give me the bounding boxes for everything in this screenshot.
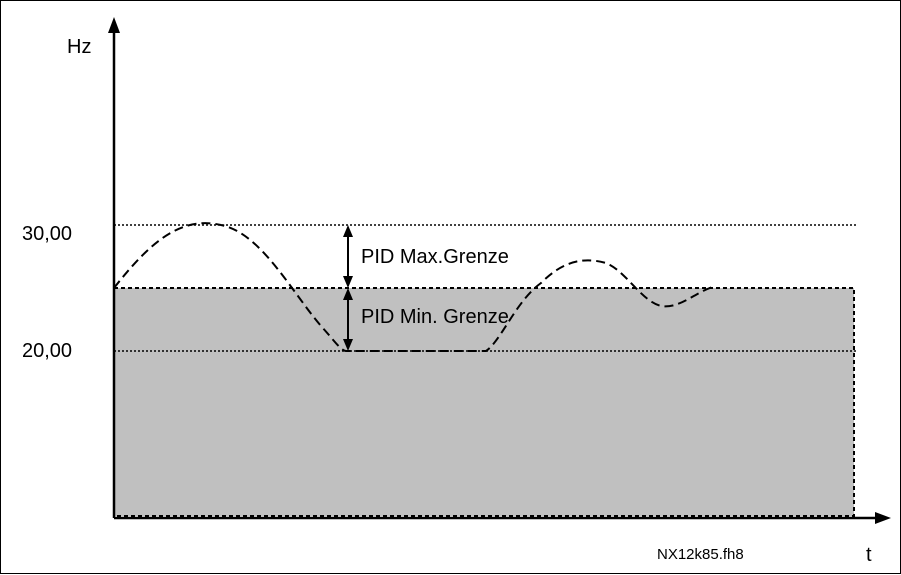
frequency-curve [113, 222, 717, 352]
y-axis-arrowhead [108, 17, 120, 33]
x-axis-arrowhead [875, 512, 891, 524]
pid-min-arrow-top [343, 288, 353, 300]
y-tick-label-20: 20,00 [22, 340, 73, 362]
y-axis-unit-label: Hz [67, 36, 92, 58]
figure-id-label: NX12k85.fh8 [657, 546, 744, 563]
pid-max-arrow-bottom [343, 276, 353, 288]
pid-limit-band [113, 287, 855, 517]
pid-min-limit-label: PID Min. Grenze [361, 306, 509, 328]
pid-max-arrow-top [343, 225, 353, 237]
x-axis-unit-label: t [866, 544, 872, 566]
pid-max-limit-label: PID Max.Grenze [361, 246, 509, 268]
y-tick-label-30: 30,00 [22, 223, 73, 245]
pid-min-arrow-bottom [343, 339, 353, 351]
